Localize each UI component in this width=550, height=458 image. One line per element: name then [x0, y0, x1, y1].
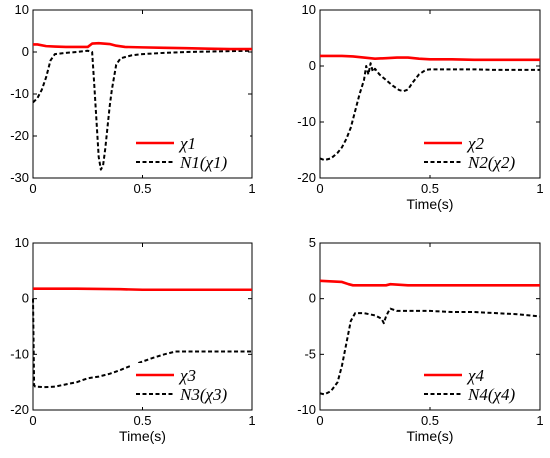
- y-tick-label: -5: [304, 346, 316, 361]
- legend-box: [130, 363, 250, 407]
- legend-label: χ1: [178, 134, 196, 153]
- x-tick-label: 0.5: [421, 413, 439, 428]
- y-tick-label: 0: [22, 291, 29, 306]
- legend-label: N1(χ1): [179, 153, 227, 172]
- x-tick-label: 0.5: [421, 181, 439, 196]
- x-tick-label: 1: [536, 413, 543, 428]
- legend-label: N2(χ2): [467, 153, 515, 172]
- y-tick-label: 0: [309, 58, 316, 73]
- chi-series-line: [319, 279, 540, 287]
- legend-label: χ2: [466, 134, 484, 153]
- x-tick-label: 0: [316, 181, 323, 196]
- x-tick-label: 0.5: [133, 181, 151, 196]
- x-axis-label: Time(s): [119, 428, 166, 444]
- x-tick-label: 1: [248, 181, 255, 196]
- legend-label: N3(χ3): [179, 385, 227, 404]
- x-tick-label: 0: [29, 181, 36, 196]
- x-tick-label: 0: [316, 413, 323, 428]
- y-tick-label: -10: [297, 402, 316, 417]
- x-tick-label: 1: [536, 181, 543, 196]
- y-tick-label: -10: [10, 86, 29, 101]
- y-tick-label: -10: [10, 346, 29, 361]
- n-series-line: [32, 298, 252, 389]
- legend-box: [130, 131, 250, 175]
- n-series-line: [319, 307, 541, 396]
- y-tick-label: -30: [10, 170, 29, 185]
- chi-series-line: [320, 54, 540, 62]
- y-tick-label: -20: [297, 170, 316, 185]
- x-axis-label: Time(s): [407, 428, 454, 444]
- y-tick-label: 10: [302, 2, 316, 17]
- legend-label: N4(χ4): [467, 385, 515, 404]
- legend-box: [418, 363, 538, 407]
- y-tick-label: 0: [22, 44, 29, 59]
- y-tick-label: 0: [309, 291, 316, 306]
- legend-box: [418, 131, 538, 175]
- y-tick-label: -10: [297, 114, 316, 129]
- legend-label: χ4: [466, 366, 484, 385]
- n-series-line: [32, 49, 253, 171]
- x-tick-label: 1: [248, 413, 255, 428]
- x-tick-label: 0.5: [133, 413, 151, 428]
- legend-label: χ3: [178, 366, 196, 385]
- y-tick-label: 10: [15, 2, 29, 17]
- chi-series-line: [33, 41, 252, 51]
- x-axis-label: Time(s): [407, 196, 454, 212]
- y-tick-label: -20: [10, 128, 29, 143]
- n-series-line: [319, 62, 540, 162]
- x-tick-label: 0: [29, 413, 36, 428]
- y-tick-label: -20: [10, 402, 29, 417]
- y-tick-label: 5: [309, 235, 316, 250]
- y-tick-label: 10: [15, 235, 29, 250]
- chi-series-line: [33, 287, 252, 292]
